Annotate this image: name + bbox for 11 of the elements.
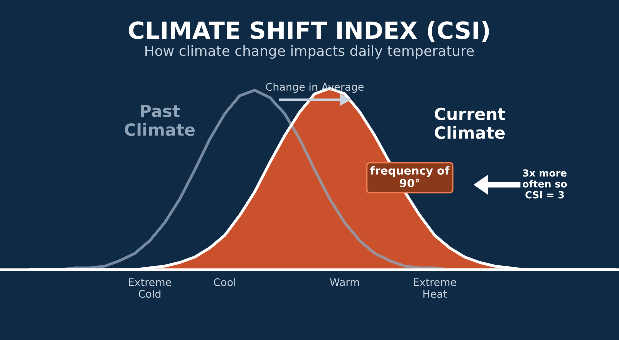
x-tick-label: Warm xyxy=(330,278,360,286)
annotation: Change in Average xyxy=(266,82,364,94)
x-tick-label: Extreme Heat xyxy=(414,278,456,298)
x-tick-label: Extreme Cold xyxy=(129,278,172,298)
chart-subtitle: How climate change impacts daily temperature xyxy=(146,46,474,59)
x-tick-label: Cool xyxy=(214,278,236,286)
text: Current Climate xyxy=(434,108,506,140)
annotation: 3x more often so CSI = 3 xyxy=(522,170,568,199)
annotation: frequency of 90° xyxy=(370,166,450,188)
chart-title: CLIMATE SHIFT INDEX (CSI) xyxy=(128,21,490,42)
series-label: Past Climate xyxy=(125,105,195,136)
